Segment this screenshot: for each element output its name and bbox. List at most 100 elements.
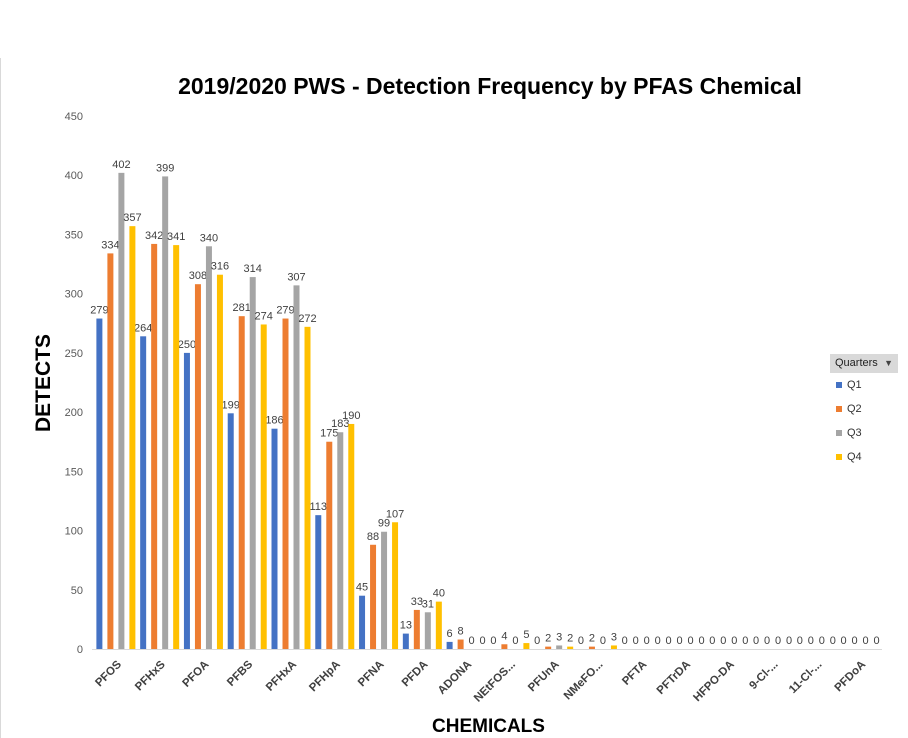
legend-label: Q4 xyxy=(847,451,862,463)
data-label: 308 xyxy=(189,270,207,282)
bar-q1 xyxy=(447,642,453,649)
bar-q1 xyxy=(359,596,365,649)
bar-q1 xyxy=(315,515,321,649)
data-label: 0 xyxy=(819,635,825,647)
bar-q1 xyxy=(403,634,409,649)
bar-q3 xyxy=(381,532,387,649)
data-label: 2 xyxy=(545,633,551,645)
data-label: 357 xyxy=(123,212,141,224)
y-tick-label: 450 xyxy=(65,111,83,123)
data-label: 0 xyxy=(874,635,880,647)
y-tick-label: 400 xyxy=(65,170,83,182)
data-label: 0 xyxy=(633,635,639,647)
bar-q2 xyxy=(501,644,507,649)
data-label: 307 xyxy=(287,271,305,283)
y-tick-label: 100 xyxy=(65,526,83,538)
x-tick-label: PFNA xyxy=(356,659,387,690)
y-tick-label: 250 xyxy=(65,348,83,360)
data-label: 40 xyxy=(433,588,445,600)
data-label: 0 xyxy=(600,635,606,647)
bar-q2 xyxy=(589,647,595,649)
x-tick-label: PFHpA xyxy=(307,659,343,695)
bar-q3 xyxy=(337,432,343,649)
data-label: 0 xyxy=(731,635,737,647)
bar-q3 xyxy=(294,285,300,649)
x-tick-label: NMeFO... xyxy=(562,659,606,703)
data-label: 0 xyxy=(676,635,682,647)
data-label: 274 xyxy=(255,310,273,322)
data-label: 190 xyxy=(342,410,360,422)
y-tick-label: 300 xyxy=(65,289,83,301)
data-label: 272 xyxy=(298,313,316,325)
data-label: 0 xyxy=(841,635,847,647)
data-label: 0 xyxy=(808,635,814,647)
data-label: 402 xyxy=(112,159,130,171)
x-tick-label: PFHxA xyxy=(264,659,299,694)
data-label: 6 xyxy=(447,628,453,640)
bar-q3 xyxy=(162,176,168,649)
bar-q2 xyxy=(545,647,551,649)
x-tick-label: PFTA xyxy=(620,659,649,688)
data-label: 0 xyxy=(797,635,803,647)
bar-q4 xyxy=(523,643,529,649)
data-label: 0 xyxy=(753,635,759,647)
data-label: 4 xyxy=(501,630,507,642)
legend-items: Q1 Q2 Q3 Q4 xyxy=(830,373,898,469)
bar-q3 xyxy=(206,246,212,649)
data-label: 316 xyxy=(211,261,229,273)
bar-q1 xyxy=(184,353,190,649)
legend-label: Q3 xyxy=(847,427,862,439)
bar-q4 xyxy=(567,647,573,649)
legend-swatch xyxy=(836,406,842,412)
data-label: 314 xyxy=(244,263,262,275)
data-label: 13 xyxy=(400,620,412,632)
legend-swatch xyxy=(836,430,842,436)
bar-q3 xyxy=(118,173,124,649)
bar-q2 xyxy=(370,545,376,649)
dropdown-arrow-icon: ▼ xyxy=(884,354,893,373)
bar-q1 xyxy=(272,429,278,649)
bar-q2 xyxy=(326,442,332,649)
bar-q1 xyxy=(228,413,234,649)
data-label: 8 xyxy=(458,626,464,638)
data-label: 0 xyxy=(687,635,693,647)
bar-q4 xyxy=(611,645,617,649)
data-label: 281 xyxy=(233,302,251,314)
legend: Quarters ▼ Q1 Q2 Q3 Q4 xyxy=(830,354,898,469)
data-label: 0 xyxy=(644,635,650,647)
data-label: 0 xyxy=(830,635,836,647)
data-label: 0 xyxy=(655,635,661,647)
bar-q2 xyxy=(195,284,201,649)
data-label: 0 xyxy=(578,635,584,647)
x-tick-label: HFPO-DA xyxy=(691,659,737,705)
data-label: 2 xyxy=(567,633,573,645)
legend-item-q2: Q2 xyxy=(830,397,898,421)
data-label: 88 xyxy=(367,531,379,543)
legend-filter-button[interactable]: Quarters ▼ xyxy=(830,354,898,373)
data-label: 264 xyxy=(134,322,152,334)
data-label: 5 xyxy=(523,629,529,641)
x-tick-label: PFOS xyxy=(93,658,124,689)
data-label: 250 xyxy=(178,339,196,351)
data-label: 0 xyxy=(490,635,496,647)
x-tick-label: PFBS xyxy=(225,658,255,688)
legend-swatch xyxy=(836,454,842,460)
data-label: 0 xyxy=(709,635,715,647)
data-label: 279 xyxy=(276,305,294,317)
data-label: 0 xyxy=(480,635,486,647)
y-tick-label: 0 xyxy=(77,644,83,656)
bar-q4 xyxy=(129,226,135,649)
data-label: 0 xyxy=(742,635,748,647)
data-label: 113 xyxy=(310,501,328,513)
legend-title: Quarters xyxy=(835,357,878,369)
x-tick-label: PFHxS xyxy=(133,658,168,693)
data-label: 3 xyxy=(611,631,617,643)
legend-label: Q2 xyxy=(847,403,862,415)
legend-label: Q1 xyxy=(847,379,862,391)
data-label: 2 xyxy=(589,633,595,645)
x-tick-label: PFTrDA xyxy=(655,659,693,697)
bar-q4 xyxy=(305,327,311,649)
data-label: 0 xyxy=(469,635,475,647)
bar-q1 xyxy=(140,336,146,649)
data-label: 0 xyxy=(665,635,671,647)
